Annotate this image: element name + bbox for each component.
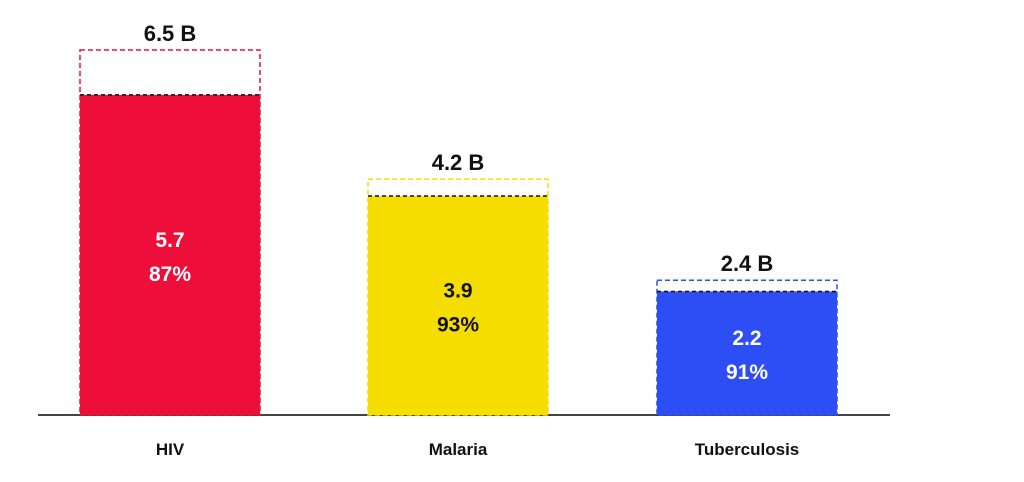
total-label-hiv: 6.5 B [144,21,197,46]
bar-fill-tuberculosis [657,291,837,415]
percent-label-malaria: 93% [437,314,479,337]
value-label-malaria: 3.9 [443,280,472,303]
total-label-malaria: 4.2 B [432,150,485,175]
percent-label-hiv: 87% [149,263,191,286]
bar-group-tuberculosis: 2.4 B 2.2 91% Tuberculosis [656,251,838,459]
value-label-hiv: 5.7 [155,229,184,252]
bar-group-hiv: 6.5 B 5.7 87% HIV [79,21,261,459]
bar-group-malaria: 4.2 B 3.9 93% Malaria [367,150,549,459]
value-label-tuberculosis: 2.2 [732,327,761,350]
category-label-malaria: Malaria [429,440,488,459]
bar-fill-malaria [368,196,548,415]
total-label-tuberculosis: 2.4 B [721,251,774,276]
category-label-tuberculosis: Tuberculosis [695,440,800,459]
category-label-hiv: HIV [156,440,185,459]
bar-fill-hiv [80,94,260,415]
percent-label-tuberculosis: 91% [726,361,768,384]
